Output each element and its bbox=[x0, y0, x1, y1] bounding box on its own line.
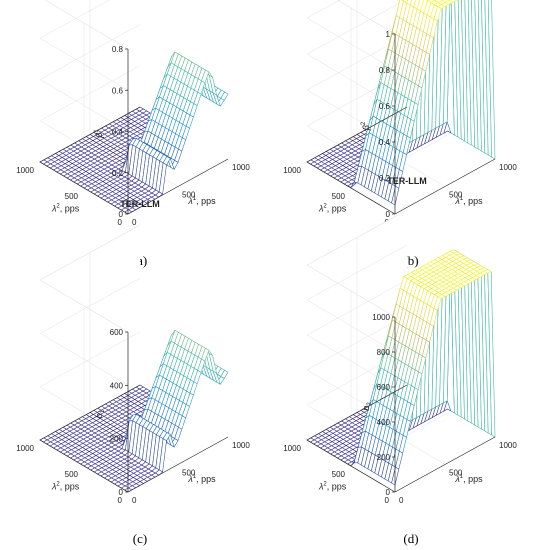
z-axis-label: b2 bbox=[361, 402, 373, 411]
z-tick-label: 0 bbox=[386, 210, 391, 219]
panel-caption: (b) bbox=[403, 253, 418, 268]
y-tick-label: 500 bbox=[65, 192, 79, 201]
grid-line-z bbox=[306, 0, 406, 107]
axis-front-edge bbox=[127, 436, 229, 493]
axis-floor-edge bbox=[39, 384, 141, 493]
z-tick-label: 0.2 bbox=[379, 174, 391, 183]
z-axis-label: β1 bbox=[94, 129, 104, 139]
y-axis-label: λ2, pps bbox=[51, 481, 80, 491]
y-tick-label: 500 bbox=[332, 470, 346, 479]
y-tick-label: 1000 bbox=[16, 166, 34, 175]
chart-panel-b: 00.20.40.60.810500100005001000TER-LLMβ2λ… bbox=[283, 0, 517, 268]
y-tick-label: 0 bbox=[118, 496, 123, 505]
x-tick-label: 0 bbox=[132, 218, 137, 227]
z-tick-label: 1 bbox=[386, 30, 391, 39]
x-tick-label: 1000 bbox=[232, 163, 250, 172]
chart-panel-c: 0 200 400 600 0 500 1000 0 500 1000 TER-LLM b1 λ1, p… bbox=[16, 199, 250, 546]
z-tick-label: 0 bbox=[119, 210, 124, 219]
axis-front-edge bbox=[394, 436, 496, 493]
x-tick-label: 500 bbox=[182, 469, 196, 478]
z-axis-label: b1 bbox=[94, 409, 106, 418]
z-tick-label: 400 bbox=[377, 418, 391, 427]
z-tick-label: 200 bbox=[377, 453, 391, 462]
axis-front-edge bbox=[127, 158, 229, 215]
z-tick-label: 0 bbox=[119, 488, 124, 497]
panel-caption: (d) bbox=[403, 531, 418, 546]
y-tick-label: 1000 bbox=[283, 166, 301, 175]
y-tick-label: 1000 bbox=[16, 444, 34, 453]
top-edge bbox=[306, 264, 396, 318]
chart-title: TER-LLM bbox=[387, 176, 427, 186]
grid-line-z bbox=[306, 244, 408, 353]
x-tick-label: 500 bbox=[449, 469, 463, 478]
z-tick-label: 1000 bbox=[372, 313, 390, 322]
z-tick-label: 0.4 bbox=[379, 138, 391, 147]
top-edge bbox=[336, 0, 396, 35]
axis-floor-edge bbox=[306, 106, 408, 215]
x-tick-label: 1000 bbox=[232, 441, 250, 450]
x-tick-label: 0 bbox=[399, 496, 404, 505]
z-tick-label: 0.8 bbox=[112, 45, 124, 54]
top-edge bbox=[39, 279, 129, 333]
x-axis-label: λ1, pps bbox=[187, 196, 216, 206]
x-axis-label: λ1, pps bbox=[187, 474, 216, 484]
top-edge bbox=[306, 209, 408, 266]
grid-line-z bbox=[306, 34, 408, 143]
x-tick-label: 1000 bbox=[499, 163, 517, 172]
grid-line-z bbox=[306, 279, 408, 388]
surface-patch bbox=[487, 0, 496, 160]
z-tick-label: 400 bbox=[110, 381, 124, 390]
y-tick-label: 500 bbox=[332, 192, 346, 201]
grid-line-z bbox=[306, 0, 396, 71]
x-tick-label: 1000 bbox=[499, 441, 517, 450]
grid-line-z bbox=[39, 0, 129, 91]
z-tick-label: 200 bbox=[110, 435, 124, 444]
axis-floor-edge bbox=[306, 384, 408, 493]
chart-panel-d: 0 200 400 600 800 1000 0 500 1000 0 500 1000 TER-LLM… bbox=[283, 176, 517, 546]
x-axis-label: λ1, pps bbox=[454, 196, 483, 206]
y-axis-label: λ2, pps bbox=[318, 203, 347, 213]
y-tick-label: 0 bbox=[385, 496, 390, 505]
grid-line-z bbox=[39, 278, 141, 386]
grid-line-z bbox=[306, 314, 408, 423]
top-edge bbox=[44, 0, 129, 50]
axis-floor-edge bbox=[39, 106, 141, 215]
z-tick-label: 600 bbox=[377, 383, 391, 392]
x-tick-label: 500 bbox=[449, 191, 463, 200]
z-axis-label: β2 bbox=[361, 121, 371, 131]
z-tick-label: 600 bbox=[110, 328, 124, 337]
z-tick-label: 0.2 bbox=[112, 169, 124, 178]
x-tick-label: 0 bbox=[132, 496, 137, 505]
y-tick-label: 500 bbox=[65, 470, 79, 479]
z-tick-label: 0.6 bbox=[379, 102, 391, 111]
chart-title: TER-LLM bbox=[120, 199, 160, 209]
z-tick-label: 0.8 bbox=[379, 66, 391, 75]
y-axis-label: λ2, pps bbox=[51, 203, 80, 213]
y-tick-label: 1000 bbox=[283, 444, 301, 453]
panel-caption: (c) bbox=[133, 531, 147, 546]
x-tick-label: 500 bbox=[182, 191, 196, 200]
z-tick-label: 0.6 bbox=[112, 86, 124, 95]
chart-panel-a: 0 0.2 0.4 0.6 0.8 0 500 1000 0 500 1000 TER-LLM β1 λ1… bbox=[16, 0, 250, 268]
x-axis-label: λ1, pps bbox=[454, 474, 483, 484]
top-edge bbox=[39, 224, 141, 281]
z-tick-label: 800 bbox=[377, 348, 391, 357]
axis-front-edge bbox=[394, 158, 496, 215]
z-tick-label: 0.4 bbox=[112, 128, 124, 137]
z-tick-label: 0 bbox=[386, 488, 391, 497]
grid-line-z bbox=[39, 24, 141, 132]
y-tick-label: 0 bbox=[118, 218, 123, 227]
y-axis-label: λ2, pps bbox=[318, 481, 347, 491]
